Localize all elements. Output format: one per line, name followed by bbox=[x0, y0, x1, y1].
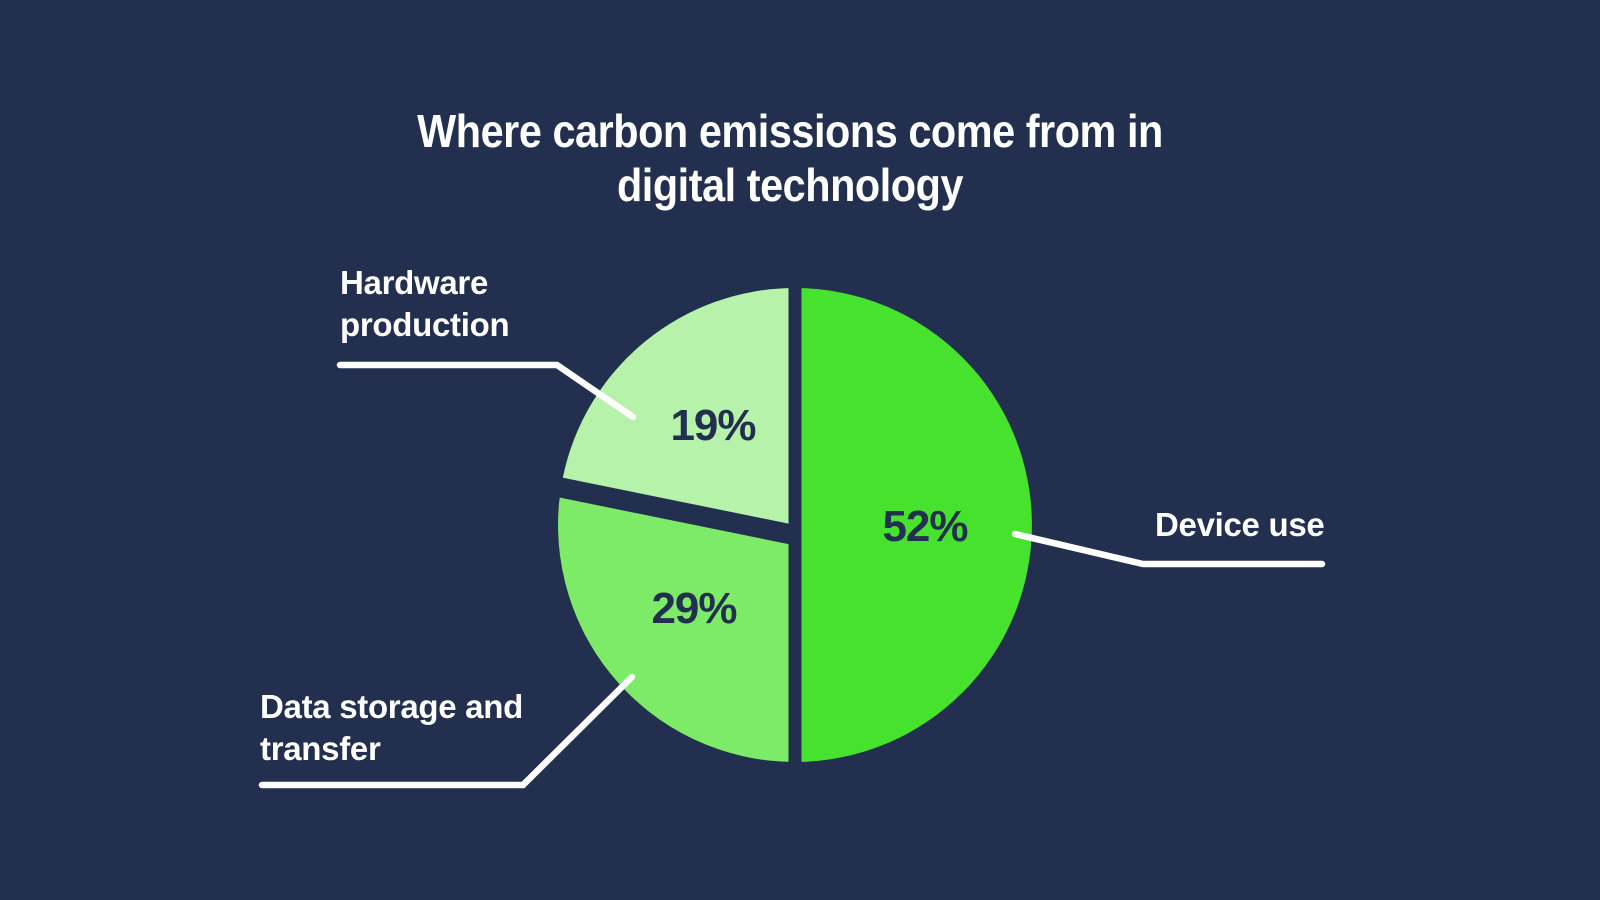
pie-slice-hardware-production bbox=[562, 288, 795, 525]
device-use-label: Device use bbox=[1155, 506, 1325, 543]
slice-divider bbox=[549, 475, 795, 545]
pie-slices bbox=[558, 288, 1032, 762]
chart-title-line-2: digital technology bbox=[616, 159, 964, 211]
pie-slice-data-storage-and-transfer bbox=[558, 477, 795, 762]
slice-dividers bbox=[549, 278, 802, 772]
hardware-production-callout-line bbox=[336, 361, 637, 421]
value-label-hardware-production: 19% bbox=[670, 401, 755, 450]
pie-slice-device-use bbox=[795, 288, 1032, 762]
chart-title-line-1: Where carbon emissions come from in bbox=[417, 105, 1163, 157]
hardware-production-label: Hardware production bbox=[340, 264, 510, 343]
value-label-data-storage-and-transfer: 29% bbox=[651, 584, 736, 633]
value-label-device-use: 52% bbox=[882, 502, 967, 551]
data-storage-callout-line bbox=[258, 673, 636, 789]
chart-title: Where carbon emissions come from in digi… bbox=[79, 104, 1501, 212]
data-storage-label: Data storage and transfer bbox=[260, 688, 523, 767]
slice-value-labels: 52% 29% 19% bbox=[651, 401, 968, 633]
device-use-callout-line bbox=[1011, 530, 1326, 568]
